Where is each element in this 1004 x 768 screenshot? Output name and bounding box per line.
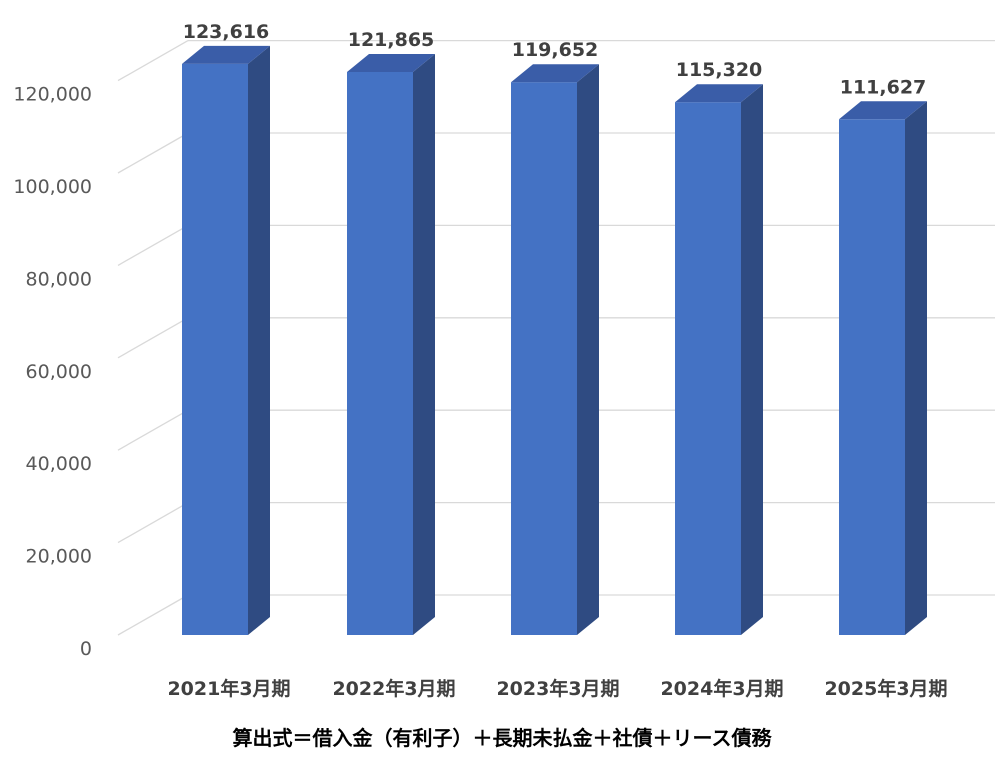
bar-top xyxy=(347,53,435,72)
bar-chart: 020,00040,00060,00080,000100,000120,000 … xyxy=(13,21,995,700)
bar-side xyxy=(248,45,270,635)
x-category-label: 2022年3月期 xyxy=(332,677,455,700)
gridline-diagonal xyxy=(117,502,189,544)
formula-caption: 算出式＝借入金（有利子）＋長期未払金＋社債＋リース債務 xyxy=(232,726,772,750)
y-tick-label: 120,000 xyxy=(13,84,92,106)
gridline-diagonal xyxy=(117,224,189,266)
gridline-diagonal xyxy=(117,409,189,451)
bar-top xyxy=(675,84,763,103)
y-tick-label: 80,000 xyxy=(26,268,92,290)
bar-side xyxy=(905,101,927,635)
x-category-label: 2025年3月期 xyxy=(824,677,947,700)
bar-front xyxy=(675,102,741,635)
data-label: 115,320 xyxy=(676,59,763,81)
bar xyxy=(182,45,270,635)
bars xyxy=(182,45,927,635)
bar-front xyxy=(347,71,413,635)
bar xyxy=(675,84,763,635)
data-label: 121,865 xyxy=(348,29,435,51)
y-tick-label: 60,000 xyxy=(26,361,92,383)
x-category-label: 2021年3月期 xyxy=(167,677,290,700)
y-axis-tick-labels: 0 20,000 40,000 60,000 80,000 100,000 120,000 xyxy=(13,84,92,660)
bar-top xyxy=(511,64,599,83)
x-axis-category-labels: 2021年3月期 2022年3月期 2023年3月期 2024年3月期 2025年3月期 xyxy=(167,677,947,700)
x-category-label: 2024年3月期 xyxy=(660,677,783,700)
gridline-diagonal xyxy=(117,594,189,636)
bar xyxy=(511,64,599,635)
bar-front xyxy=(182,63,248,635)
bar xyxy=(347,53,435,635)
y-tick-label: 0 xyxy=(80,638,92,660)
y-tick-label: 40,000 xyxy=(26,453,92,475)
gridline-diagonal xyxy=(117,132,189,174)
bar-side xyxy=(577,64,599,635)
bar-side xyxy=(741,84,763,635)
bar-front xyxy=(839,119,905,635)
data-label: 119,652 xyxy=(512,39,599,61)
bar-side xyxy=(413,53,435,635)
bar xyxy=(839,101,927,635)
data-label: 111,627 xyxy=(840,76,927,98)
y-tick-label: 100,000 xyxy=(13,176,92,198)
data-label: 123,616 xyxy=(183,21,270,43)
gridline-diagonal xyxy=(117,317,189,359)
data-labels: 123,616 121,865 119,652 115,320 111,627 xyxy=(183,21,927,98)
gridline-diagonal xyxy=(117,40,189,82)
bar-front xyxy=(511,82,577,635)
x-category-label: 2023年3月期 xyxy=(496,677,619,700)
bar-top xyxy=(839,101,927,120)
bar-top xyxy=(182,45,270,64)
y-tick-label: 20,000 xyxy=(26,546,92,568)
